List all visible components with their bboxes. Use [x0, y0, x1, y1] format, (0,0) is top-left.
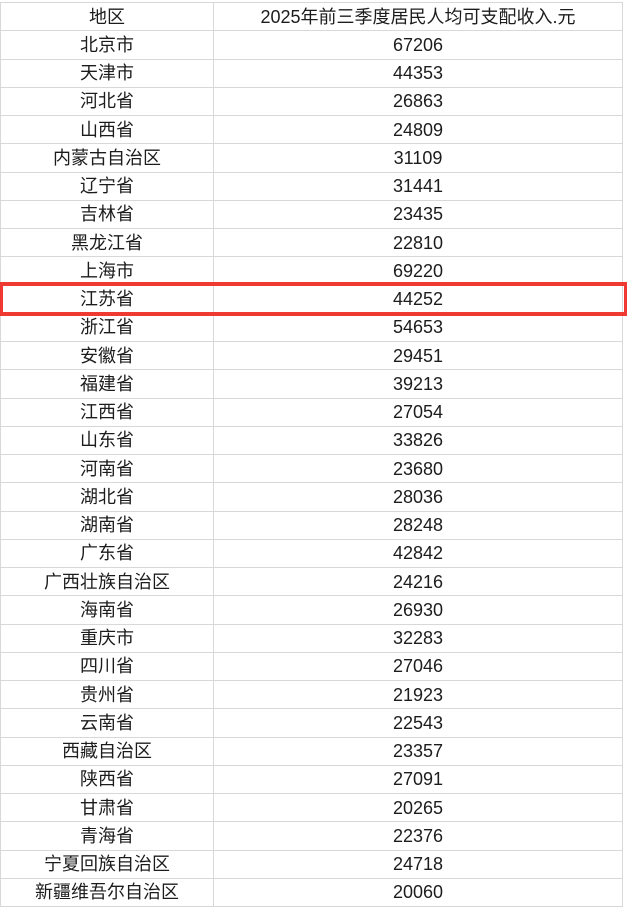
income-cell[interactable]: 23680 [214, 455, 623, 484]
region-cell[interactable]: 青海省 [0, 822, 214, 851]
income-cell[interactable]: 32283 [214, 624, 623, 653]
region-cell[interactable]: 海南省 [0, 596, 214, 625]
income-cell[interactable]: 67206 [214, 31, 623, 60]
region-cell[interactable]: 福建省 [0, 370, 214, 399]
income-cell[interactable]: 24809 [214, 116, 623, 145]
income-cell[interactable]: 20060 [214, 878, 623, 907]
income-cell[interactable]: 31109 [214, 144, 623, 173]
income-cell[interactable]: 27046 [214, 652, 623, 681]
income-cell[interactable]: 26863 [214, 87, 623, 116]
region-cell[interactable]: 四川省 [0, 652, 214, 681]
region-cell[interactable]: 黑龙江省 [0, 229, 214, 258]
region-cell[interactable]: 安徽省 [0, 342, 214, 371]
table-row[interactable]: 江苏省 44252 [0, 281, 627, 316]
table-row[interactable]: 吉林省 23435 [0, 200, 623, 229]
table-row[interactable]: 甘肃省 20265 [0, 794, 623, 823]
income-cell[interactable]: 69220 [214, 257, 623, 286]
table-row[interactable]: 北京市 67206 [0, 31, 623, 60]
income-cell[interactable]: 22376 [214, 822, 623, 851]
region-cell[interactable]: 浙江省 [0, 313, 214, 342]
income-cell[interactable]: 54653 [214, 313, 623, 342]
income-cell[interactable]: 28036 [214, 483, 623, 512]
table-row[interactable]: 江西省 27054 [0, 398, 623, 427]
income-cell[interactable]: 24718 [214, 850, 623, 879]
table-row[interactable]: 河北省 26863 [0, 87, 623, 116]
income-cell[interactable]: 21923 [214, 681, 623, 710]
region-cell[interactable]: 甘肃省 [0, 794, 214, 823]
table-header-row: 地区 2025年前三季度居民人均可支配收入.元 [0, 3, 623, 32]
table-row[interactable]: 宁夏回族自治区 24718 [0, 850, 623, 879]
income-cell[interactable]: 28248 [214, 511, 623, 540]
region-cell[interactable]: 宁夏回族自治区 [0, 850, 214, 879]
table-row[interactable]: 天津市 44353 [0, 59, 623, 88]
table-row[interactable]: 福建省 39213 [0, 370, 623, 399]
income-cell[interactable]: 22543 [214, 709, 623, 738]
table-row[interactable]: 新疆维吾尔自治区 20060 [0, 878, 623, 907]
income-cell[interactable]: 27054 [214, 398, 623, 427]
region-cell[interactable]: 辽宁省 [0, 172, 214, 201]
region-cell[interactable]: 陕西省 [0, 765, 214, 794]
region-cell[interactable]: 山东省 [0, 426, 214, 455]
table-row[interactable]: 贵州省 21923 [0, 681, 623, 710]
table-row[interactable]: 黑龙江省 22810 [0, 229, 623, 258]
table-row[interactable]: 云南省 22543 [0, 709, 623, 738]
income-cell[interactable]: 33826 [214, 426, 623, 455]
income-cell[interactable]: 44353 [214, 59, 623, 88]
region-cell[interactable]: 广西壮族自治区 [0, 568, 214, 597]
table-row[interactable]: 西藏自治区 23357 [0, 737, 623, 766]
table-row[interactable]: 重庆市 32283 [0, 624, 623, 653]
table-row[interactable]: 湖北省 28036 [0, 483, 623, 512]
region-cell[interactable]: 北京市 [0, 31, 214, 60]
table-row[interactable]: 辽宁省 31441 [0, 172, 623, 201]
income-cell[interactable]: 29451 [214, 342, 623, 371]
region-cell[interactable]: 重庆市 [0, 624, 214, 653]
income-cell[interactable]: 24216 [214, 568, 623, 597]
region-cell[interactable]: 河南省 [0, 455, 214, 484]
region-cell[interactable]: 天津市 [0, 59, 214, 88]
table-row[interactable]: 山西省 24809 [0, 116, 623, 145]
income-cell[interactable]: 23357 [214, 737, 623, 766]
region-cell[interactable]: 贵州省 [0, 681, 214, 710]
table-row[interactable]: 广西壮族自治区 24216 [0, 568, 623, 597]
region-cell[interactable]: 河北省 [0, 87, 214, 116]
table-row[interactable]: 青海省 22376 [0, 822, 623, 851]
income-cell[interactable]: 20265 [214, 794, 623, 823]
region-cell[interactable]: 西藏自治区 [0, 737, 214, 766]
income-cell[interactable]: 27091 [214, 765, 623, 794]
table-row[interactable]: 安徽省 29451 [0, 342, 623, 371]
region-cell[interactable]: 山西省 [0, 116, 214, 145]
table-row[interactable]: 广东省 42842 [0, 539, 623, 568]
table-row[interactable]: 上海市 69220 [0, 257, 623, 286]
region-cell[interactable]: 湖南省 [0, 511, 214, 540]
income-cell[interactable]: 44252 [214, 285, 623, 314]
income-cell[interactable]: 42842 [214, 539, 623, 568]
table-body: 北京市 67206 天津市 44353 河北省 26863 山西省 24809 … [0, 31, 627, 907]
column-header-income[interactable]: 2025年前三季度居民人均可支配收入.元 [214, 3, 623, 32]
table-row[interactable]: 湖南省 28248 [0, 511, 623, 540]
table-row[interactable]: 四川省 27046 [0, 652, 623, 681]
table-row[interactable]: 内蒙古自治区 31109 [0, 144, 623, 173]
income-cell[interactable]: 22810 [214, 229, 623, 258]
income-cell[interactable]: 23435 [214, 200, 623, 229]
region-cell[interactable]: 江西省 [0, 398, 214, 427]
region-cell[interactable]: 湖北省 [0, 483, 214, 512]
region-cell[interactable]: 上海市 [0, 257, 214, 286]
table-row[interactable]: 海南省 26930 [0, 596, 623, 625]
table-row[interactable]: 陕西省 27091 [0, 765, 623, 794]
region-cell[interactable]: 新疆维吾尔自治区 [0, 878, 214, 907]
table-row[interactable]: 河南省 23680 [0, 455, 623, 484]
income-cell[interactable]: 26930 [214, 596, 623, 625]
region-cell[interactable]: 云南省 [0, 709, 214, 738]
table-row[interactable]: 山东省 33826 [0, 426, 623, 455]
income-cell[interactable]: 31441 [214, 172, 623, 201]
column-header-region[interactable]: 地区 [0, 3, 214, 32]
table-row[interactable]: 浙江省 54653 [0, 313, 623, 342]
region-cell[interactable]: 江苏省 [0, 285, 214, 314]
region-cell[interactable]: 吉林省 [0, 200, 214, 229]
income-cell[interactable]: 39213 [214, 370, 623, 399]
region-cell[interactable]: 内蒙古自治区 [0, 144, 214, 173]
region-cell[interactable]: 广东省 [0, 539, 214, 568]
